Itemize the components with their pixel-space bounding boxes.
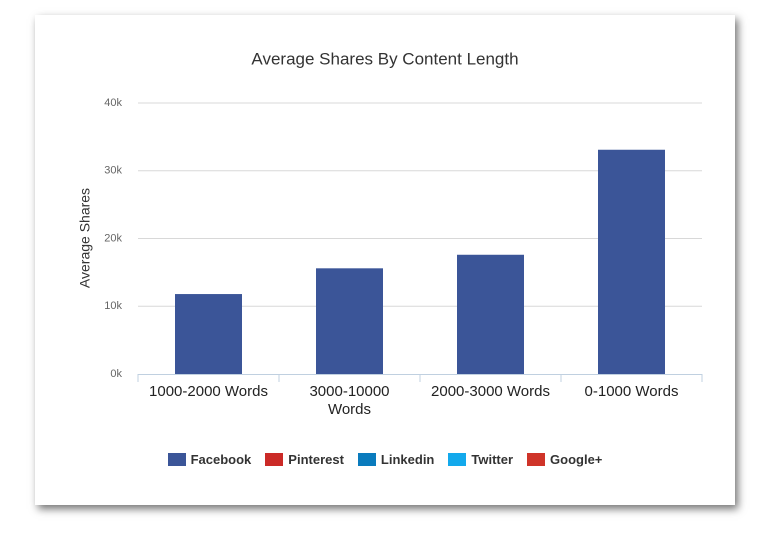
x-tick-label: 3000-10000 Words <box>309 383 390 418</box>
y-tick-label: 0k <box>110 368 122 380</box>
legend-label: Facebook <box>190 452 252 467</box>
y-tick-label: 40k <box>104 97 122 109</box>
legend-item: Facebook <box>167 452 252 467</box>
legend-item: Pinterest <box>265 452 344 467</box>
x-tick-label: 2000-3000 Words <box>431 383 550 400</box>
legend-label: Google+ <box>550 452 603 467</box>
chart-title: Average Shares By Content Length <box>251 49 518 68</box>
bar <box>598 149 665 374</box>
legend-swatch <box>265 453 284 466</box>
legend-swatch <box>448 453 467 466</box>
legend-swatch <box>357 453 376 466</box>
y-tick-label: 10k <box>104 300 122 312</box>
legend-label: Linkedin <box>380 452 435 467</box>
bar <box>457 254 524 374</box>
bar <box>175 294 242 374</box>
legend-label: Pinterest <box>288 452 344 467</box>
legend: Facebook Pinterest Linkedin Twitter Google+ <box>35 452 735 467</box>
legend-swatch <box>167 453 186 466</box>
legend-item: Linkedin <box>357 452 435 467</box>
legend-item: Google+ <box>527 452 602 467</box>
x-tick-label: 1000-2000 Words <box>149 383 268 400</box>
y-axis-title: Average Shares <box>77 188 93 288</box>
y-tick-label: 20k <box>104 232 122 244</box>
bar <box>316 268 383 374</box>
x-tick-label: 0-1000 Words <box>584 383 679 400</box>
legend-swatch <box>527 453 546 466</box>
legend-item: Twitter <box>448 452 513 467</box>
legend-label: Twitter <box>471 452 514 467</box>
y-tick-label: 30k <box>104 165 122 177</box>
